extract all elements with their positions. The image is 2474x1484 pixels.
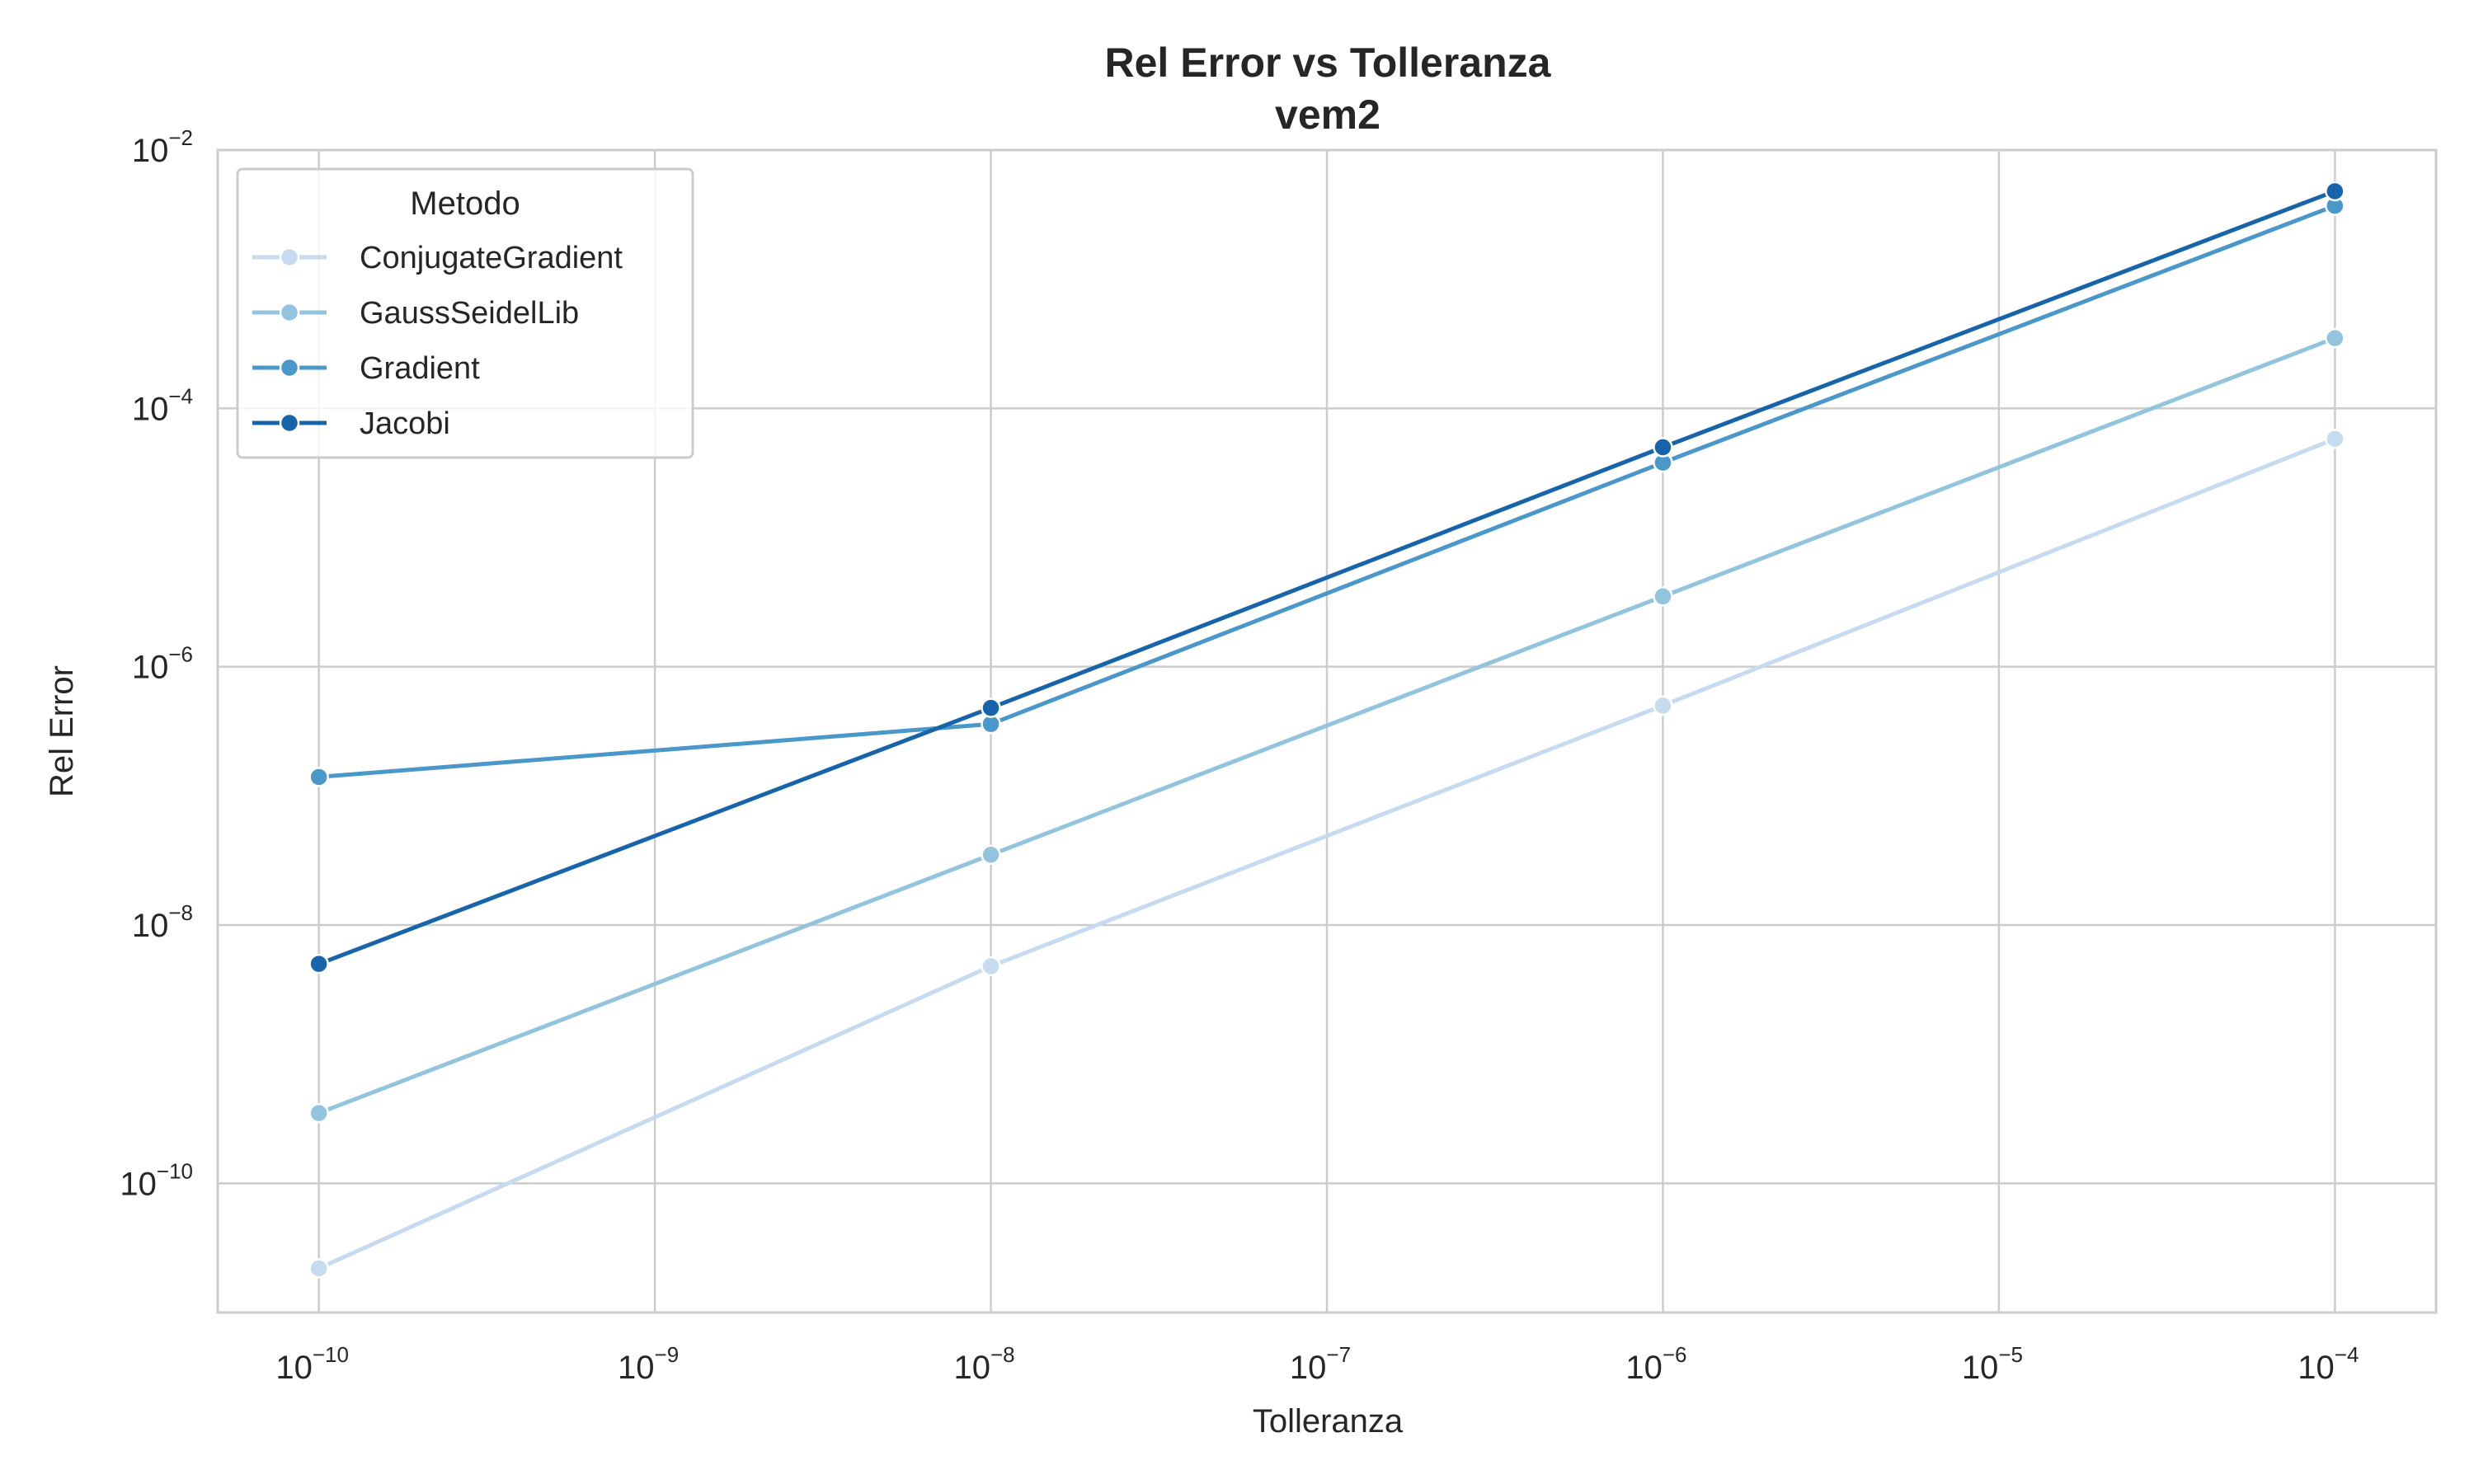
legend-item: Jacobi [252, 406, 450, 441]
series-Gradient [308, 195, 2345, 787]
data-point [981, 956, 1001, 977]
x-axis-label: Tolleranza [1253, 1403, 1404, 1439]
series-line [317, 336, 2336, 1115]
series-GaussSeidelLib [308, 327, 2345, 1124]
legend-marker-icon [279, 357, 300, 378]
y-tick-labels: 10−10 10−8 10−6 10−4 10−2 [120, 125, 193, 1202]
series-ConjugateGradient [308, 429, 2345, 1279]
legend-label: ConjugateGradient [360, 241, 623, 275]
legend-label: Jacobi [360, 406, 450, 441]
data-point [2325, 181, 2345, 202]
x-tick-labels: 10−10 10−9 10−8 10−7 10−6 10−5 10−4 [275, 1342, 2359, 1386]
x-tick-label: 10−9 [618, 1342, 679, 1386]
data-point [2325, 429, 2345, 449]
y-tick-label: 10−8 [132, 900, 193, 944]
data-point [1653, 586, 1673, 607]
legend-label: GaussSeidelLib [360, 296, 579, 331]
chart-subtitle: vem2 [1275, 92, 1380, 138]
y-tick-label: 10−10 [120, 1158, 193, 1202]
data-point [308, 1258, 329, 1279]
legend-box [236, 167, 694, 459]
data-point [1653, 437, 1673, 458]
legend-item: GaussSeidelLib [252, 296, 579, 331]
x-tick-label: 10−7 [1290, 1342, 1351, 1386]
y-tick-label: 10−2 [132, 125, 193, 169]
series-line [318, 204, 2336, 779]
chart-title: Rel Error vs Tolleranza [1105, 40, 1552, 86]
legend-marker-icon [279, 412, 300, 434]
y-tick-label: 10−6 [132, 642, 193, 686]
plot-frame [216, 148, 2438, 1314]
series-layer [308, 181, 2345, 1279]
x-tick-label: 10−6 [1625, 1342, 1686, 1386]
data-point [2325, 327, 2345, 349]
legend: Metodo ConjugateGradient GaussSeidelLib Gr… [236, 167, 694, 459]
x-tick-label: 10−8 [953, 1342, 1014, 1386]
series-line [317, 437, 2336, 1270]
data-point [981, 697, 1001, 718]
x-tick-label: 10−4 [2298, 1342, 2359, 1386]
legend-marker-icon [279, 302, 300, 323]
data-point [308, 767, 329, 787]
y-axis-label: Rel Error [44, 665, 80, 797]
legend-marker-icon [279, 247, 300, 268]
data-point [308, 953, 329, 974]
data-point [308, 1102, 329, 1124]
x-tick-label: 10−5 [1962, 1342, 2023, 1386]
legend-item: ConjugateGradient [252, 241, 623, 275]
legend-label: Gradient [360, 351, 480, 386]
x-tick-label: 10−10 [275, 1342, 349, 1386]
series-line [317, 189, 2336, 966]
y-tick-label: 10−4 [132, 383, 193, 427]
legend-title: Metodo [410, 186, 520, 222]
legend-item: Gradient [252, 351, 480, 386]
data-point [981, 844, 1001, 866]
data-point [1653, 695, 1673, 716]
series-Jacobi [308, 181, 2345, 974]
